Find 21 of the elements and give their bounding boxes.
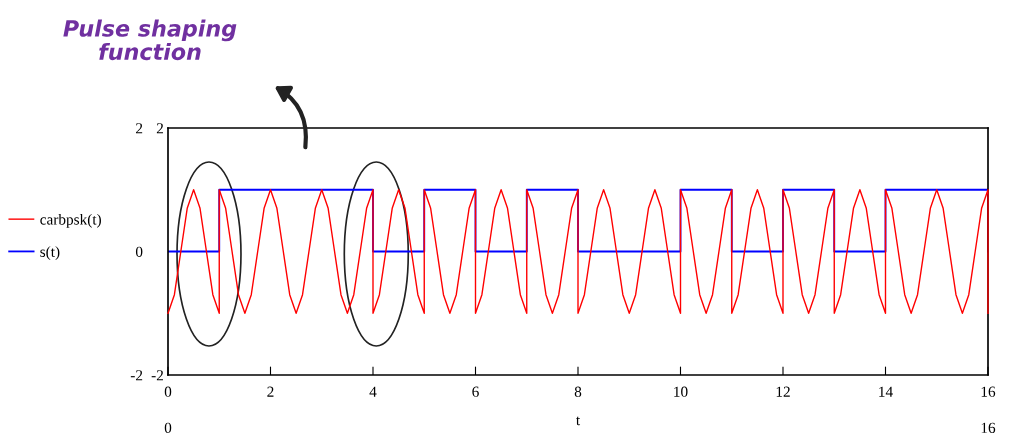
x-tick-label: 16 xyxy=(981,386,996,397)
x-tick-label: 2 xyxy=(267,386,274,397)
line-series xyxy=(167,189,989,314)
x2-axis-title: t xyxy=(576,416,581,426)
x-tick-label: 14 xyxy=(879,386,893,397)
x-tick-label: 12 xyxy=(776,386,790,397)
y-tick-label: -2 xyxy=(130,370,143,381)
text: Pulse shaping function xyxy=(63,19,237,61)
legend-label: s(t) xyxy=(40,246,60,261)
y-tick-label: 2 xyxy=(136,123,143,134)
x2-tick-label: 0 xyxy=(164,422,172,433)
x-tick-label: 10 xyxy=(674,386,688,397)
y2-tick-label: -2 xyxy=(151,370,163,381)
y2-tick-label: 2 xyxy=(156,123,163,134)
y-tick-label: 0 xyxy=(135,246,143,257)
x2-tick-label: 16 xyxy=(981,422,996,433)
x-tick-label: 6 xyxy=(472,386,479,397)
legend-label: carbpsk(t) xyxy=(40,213,101,228)
x-tick-label: 0 xyxy=(164,386,172,397)
x-tick-label: 8 xyxy=(574,386,582,397)
x-tick-label: 4 xyxy=(369,386,377,397)
